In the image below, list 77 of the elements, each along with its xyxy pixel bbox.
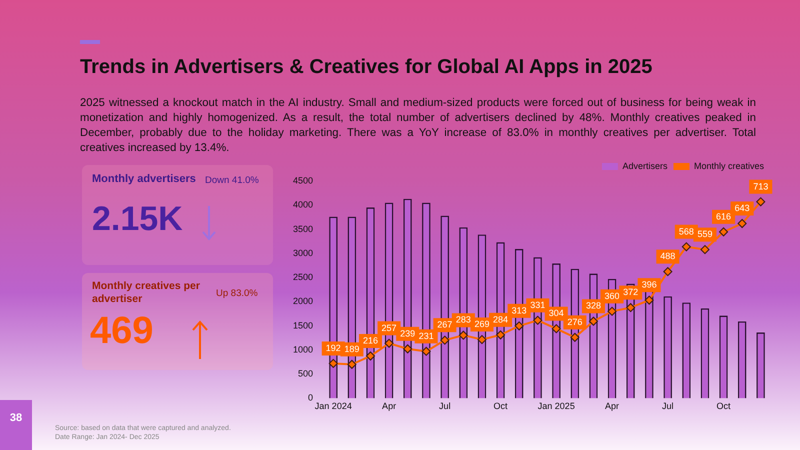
point xyxy=(626,303,636,312)
data-label: 269 xyxy=(474,319,490,330)
data-label: 192 xyxy=(326,342,341,353)
data-label: 304 xyxy=(548,308,564,318)
data-label: 616 xyxy=(716,211,732,222)
chart-subtitle: 2025 witnessed a knockout match in the AI industry. Small and medium-sized products were forced out of business for being weak in monetization and highly homogenized. As a result, the total number of advertisers declined by 48%. Monthly creatives peaked in December, probably due to the holiday marketing. There was a YoY increase of 83.0% in monthly creatives per advertiser. Total creatives increased by 13.4%. xyxy=(80,96,756,156)
y-tick-label: 0 xyxy=(308,392,314,403)
data-label: 331 xyxy=(530,300,546,310)
data-label: 267 xyxy=(437,320,452,330)
x-tick-label: Apr xyxy=(382,401,396,412)
data-label: 257 xyxy=(382,322,397,333)
y-tick-label: 2000 xyxy=(292,296,314,306)
point xyxy=(458,330,468,340)
data-label: 559 xyxy=(697,229,712,240)
point xyxy=(328,358,338,368)
y-tick-label: 4500 xyxy=(292,175,314,186)
text: Monthly advertisers xyxy=(92,173,196,185)
y-tick-label: 1000 xyxy=(292,344,314,354)
data-label: 488 xyxy=(660,251,676,262)
x-tick-label: Oct xyxy=(494,401,508,412)
point xyxy=(644,296,654,305)
text: 2.15K xyxy=(92,200,183,239)
point xyxy=(552,324,561,334)
text: 469 xyxy=(90,310,154,353)
point xyxy=(533,316,542,325)
y-tick-label: 500 xyxy=(298,368,314,379)
point xyxy=(663,267,672,276)
data-label: 360 xyxy=(604,290,620,301)
point xyxy=(496,330,506,340)
x-tick-label: Oct xyxy=(716,401,732,412)
y-tick-label: 4000 xyxy=(292,200,314,210)
point xyxy=(588,316,598,326)
data-label: 713 xyxy=(753,181,768,192)
legend-label: Monthly creatives xyxy=(694,160,764,171)
y-tick-label: 3500 xyxy=(292,224,314,234)
x-tick-label: Jul xyxy=(439,401,451,412)
point xyxy=(570,332,580,342)
point xyxy=(403,344,412,354)
data-label: 568 xyxy=(678,226,694,236)
legend-label: Advertisers xyxy=(622,160,668,171)
data-label: 372 xyxy=(623,287,638,298)
text: Down 41.0% xyxy=(205,175,259,186)
data-label: 276 xyxy=(567,316,582,327)
chart-title: Trends in Advertisers & Creatives for Global AI Apps in 2025 xyxy=(80,56,652,79)
point xyxy=(440,336,450,345)
data-label: 643 xyxy=(734,202,750,213)
x-tick-label: Jan 2025 xyxy=(538,401,575,412)
y-tick-label: 1500 xyxy=(292,320,314,330)
point xyxy=(514,321,524,330)
text: 38 xyxy=(8,412,24,424)
x-tick-label: Jul xyxy=(662,401,674,412)
data-label: 189 xyxy=(344,344,360,354)
y-tick-label: 3000 xyxy=(292,248,314,258)
point xyxy=(366,352,375,360)
point xyxy=(682,242,691,252)
x-tick-label: Apr xyxy=(605,401,620,412)
data-label: 239 xyxy=(400,328,416,338)
text: Up 83.0% xyxy=(216,288,258,299)
data-label: 284 xyxy=(493,314,508,324)
data-label: 396 xyxy=(642,280,657,290)
point xyxy=(700,245,710,254)
point xyxy=(477,335,486,344)
point xyxy=(719,227,728,236)
point xyxy=(422,346,431,356)
point xyxy=(347,360,356,369)
text: Monthly creatives per advertiser xyxy=(92,280,201,306)
y-tick-label: 2500 xyxy=(292,272,314,282)
point xyxy=(756,197,766,206)
data-label: 231 xyxy=(418,330,434,341)
point xyxy=(384,338,394,348)
x-tick-label: Jan 2024 xyxy=(314,401,352,412)
point xyxy=(738,219,747,228)
point xyxy=(608,306,617,316)
data-label: 216 xyxy=(362,335,378,346)
data-label: 313 xyxy=(512,305,527,316)
data-label: 283 xyxy=(456,314,471,325)
data-label: 328 xyxy=(586,300,601,311)
